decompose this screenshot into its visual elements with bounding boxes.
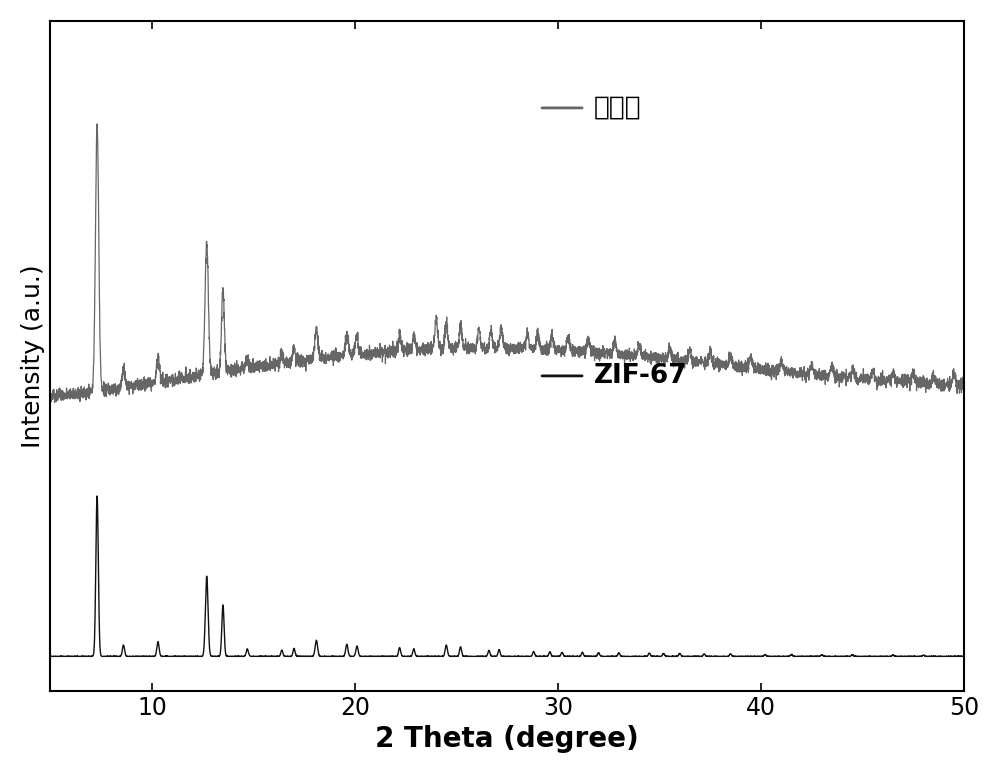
实例一 xyxy=(257,367,269,376)
ZIF-67 xyxy=(951,652,963,661)
ZIF-67 xyxy=(45,652,57,661)
实例一 xyxy=(389,347,401,356)
实例一 xyxy=(958,383,970,392)
ZIF-67 xyxy=(257,652,269,661)
实例一 xyxy=(454,321,466,330)
X-axis label: 2 Theta (degree): 2 Theta (degree) xyxy=(375,725,639,753)
实例一 xyxy=(951,389,963,398)
ZIF-67 xyxy=(262,652,274,661)
Text: ZIF-67: ZIF-67 xyxy=(594,363,688,389)
Line: 实例一: 实例一 xyxy=(50,124,964,402)
实例一 xyxy=(44,396,56,405)
Y-axis label: Intensity (a.u.): Intensity (a.u.) xyxy=(21,264,45,447)
ZIF-67 xyxy=(389,652,401,661)
实例一 xyxy=(49,398,61,407)
ZIF-67 xyxy=(958,652,970,661)
Line: ZIF-67: ZIF-67 xyxy=(50,496,964,656)
ZIF-67 xyxy=(454,643,466,652)
实例一 xyxy=(262,365,274,374)
实例一 xyxy=(91,119,103,128)
Text: 实例一: 实例一 xyxy=(594,95,642,121)
ZIF-67 xyxy=(44,652,56,661)
ZIF-67 xyxy=(266,652,278,661)
实例一 xyxy=(266,362,278,372)
ZIF-67 xyxy=(91,491,103,501)
